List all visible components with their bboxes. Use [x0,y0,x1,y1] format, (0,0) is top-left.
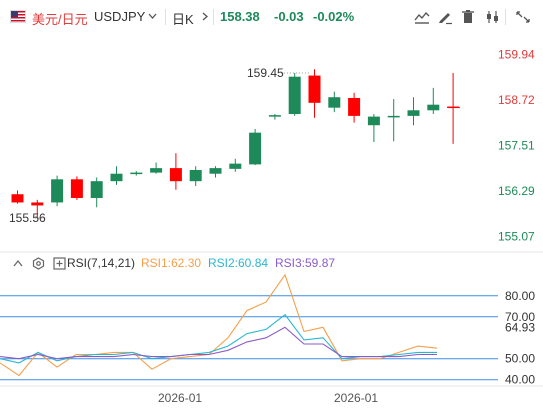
indicator-icon[interactable] [413,9,431,25]
candle-body [51,179,64,203]
time-axis-label: 2026-01 [158,391,202,405]
last-price: 158.38 [220,9,260,24]
candle-body [288,76,301,115]
pair-name-cn[interactable]: 美元/日元 [32,12,88,27]
low-annotation: 155.56 [9,211,46,225]
rsi-axis-label: 40.00 [505,373,535,387]
chart-header: 美元/日元 USDJPY 日K 158.38 -0.03 -0.02% [0,0,543,34]
candle-body [70,179,83,198]
rsi-axis-label: 64.93 [505,320,535,334]
visibility-icon[interactable] [32,257,45,270]
candle-body [367,116,380,126]
rsi-axis-label: 50.00 [505,352,535,366]
price-change-pct: -0.02% [313,9,355,24]
add-indicator-icon[interactable] [53,257,66,270]
candle-body [209,168,222,174]
price-change: -0.03 [274,9,304,24]
rsi-line-rsi2 [0,313,437,364]
candle-body [31,202,44,206]
timeframe-selector[interactable]: 日K [172,12,194,27]
price-axis-label: 159.94 [498,48,535,62]
time-axis: 2026-01 2026-01 [158,391,378,405]
candle-body [229,163,242,169]
candle-body [427,104,440,111]
settings-icon[interactable] [484,9,502,25]
rsi-series [0,273,438,377]
price-axis: 159.94 158.72 157.51 156.29 155.07 [498,48,535,244]
candle-body [387,115,400,118]
candle-body [249,132,262,165]
price-axis-label: 158.72 [498,93,535,107]
delete-icon[interactable] [459,9,477,25]
candle-body [407,110,420,116]
rsi-line-rsi1 [0,273,438,377]
candle-body [308,75,321,103]
candle-body [268,115,281,117]
rsi3-value: RSI3:59.87 [275,256,336,270]
candle-body [110,173,123,182]
price-axis-label: 156.29 [498,184,535,198]
candle-body [328,97,341,108]
rsi2-value: RSI2:60.84 [208,256,269,270]
candle-body [348,97,361,116]
time-axis-label: 2026-01 [334,391,378,405]
chevron-up-icon[interactable] [13,259,23,267]
candle-body [189,169,202,182]
price-annotations: 159.45 155.56 [9,66,311,225]
us-flag-icon [10,10,26,23]
rsi-level-lines [0,295,498,381]
candle-body [169,168,182,182]
rsi-settings-label[interactable]: RSI(7,14,21) [67,256,136,270]
symbol-label[interactable]: USDJPY [94,9,146,24]
chevron-right-icon[interactable] [202,12,208,21]
fullscreen-icon[interactable] [514,9,532,25]
candle-body [90,181,103,198]
high-annotation: 159.45 [247,66,284,80]
candle-body [150,168,163,173]
header-separator [505,9,506,25]
rsi-axis-label: 80.00 [505,289,535,303]
candle-body [130,172,143,175]
chevron-down-icon[interactable] [148,13,157,19]
header-separator [213,9,214,25]
rsi-header: RSI(7,14,21) RSI1:62.30 RSI2:60.84 RSI3:… [0,254,543,274]
candle-body [447,106,460,109]
candle-body [11,194,24,203]
price-axis-label: 157.51 [498,138,535,152]
candlestick-series [11,69,460,219]
rsi-axis-label: 70.00 [505,310,535,324]
header-separator [165,9,166,25]
rsi1-value: RSI1:62.30 [141,256,202,270]
draw-icon[interactable] [436,9,454,25]
price-axis-label: 155.07 [498,229,535,243]
rsi-line-rsi3 [0,326,437,360]
